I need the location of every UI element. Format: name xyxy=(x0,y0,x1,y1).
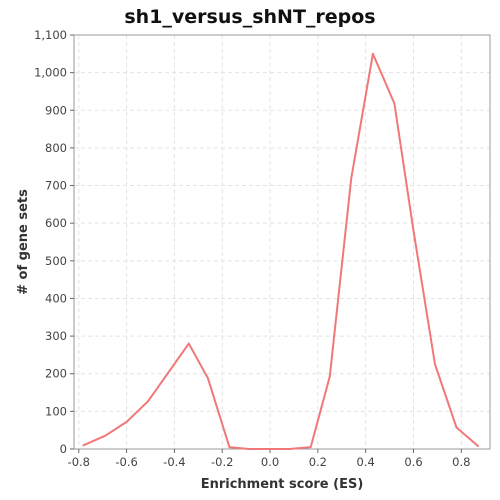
data-point xyxy=(434,363,436,366)
chart-title: sh1_versus_shNT_repos xyxy=(124,6,375,28)
data-point xyxy=(206,377,209,380)
data-point xyxy=(147,400,150,403)
x-tick-label: 0.6 xyxy=(404,455,422,469)
x-tick-label: 0.8 xyxy=(452,455,470,469)
data-point xyxy=(125,421,128,423)
data-point xyxy=(187,342,190,345)
x-axis-label: Enrichment score (ES) xyxy=(201,477,364,492)
y-axis: 0 100 200 300 400 500 600 700 800 900 1,000 1,100 xyxy=(34,28,74,456)
y-tick-label: 200 xyxy=(45,367,67,381)
data-point xyxy=(412,229,415,232)
y-tick-label: 400 xyxy=(45,291,67,305)
data-point xyxy=(104,434,106,437)
y-tick-label: 800 xyxy=(45,141,67,155)
y-tick-label: 500 xyxy=(45,254,67,268)
y-tick-label: 0 xyxy=(60,442,67,456)
series-layer xyxy=(82,52,479,450)
y-axis-label: # of gene sets xyxy=(16,189,31,295)
data-point xyxy=(350,177,353,179)
data-point xyxy=(371,52,374,55)
data-point xyxy=(247,448,250,450)
data-point xyxy=(288,448,291,450)
y-tick-label: 1,000 xyxy=(34,66,67,80)
data-point xyxy=(82,444,85,447)
x-tick-label: 0.2 xyxy=(309,455,327,469)
x-tick-label: 0.4 xyxy=(357,455,375,469)
data-point xyxy=(269,448,271,450)
x-tick-label: -0.6 xyxy=(115,455,137,469)
grid-layer xyxy=(74,34,490,450)
x-axis: -0.8 -0.6 -0.4 -0.2 0.0 0.2 0.4 0.6 0.8 xyxy=(68,449,470,469)
y-tick-label: 700 xyxy=(45,179,67,193)
data-point xyxy=(477,445,479,447)
data-point xyxy=(309,446,312,449)
x-tick-label: -0.8 xyxy=(68,455,90,469)
y-tick-label: 900 xyxy=(45,103,67,117)
series-line xyxy=(82,52,479,450)
data-point xyxy=(455,426,458,429)
data-point xyxy=(393,102,396,105)
data-point xyxy=(228,446,231,449)
y-tick-label: 100 xyxy=(45,404,67,418)
x-tick-label: -0.4 xyxy=(163,455,185,469)
y-tick-label: 600 xyxy=(45,216,67,230)
x-tick-label: -0.2 xyxy=(211,455,233,469)
y-tick-label: 1,100 xyxy=(34,28,67,42)
plot-area-border xyxy=(73,34,491,450)
x-tick-label: 0.0 xyxy=(261,455,279,469)
y-tick-label: 300 xyxy=(45,329,67,343)
data-point xyxy=(328,375,331,378)
